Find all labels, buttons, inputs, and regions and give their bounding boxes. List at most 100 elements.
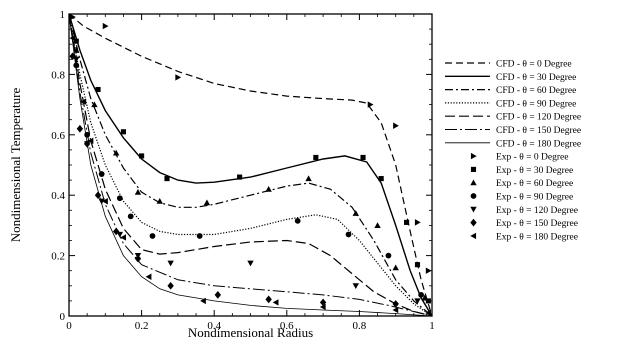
legend-item: Exp - θ = 180 Degree [470,232,578,242]
data-point [265,295,272,304]
series-0 [68,13,433,317]
legend-item: CFD - θ = 150 Degree [445,126,581,136]
data-point [156,198,163,204]
axes: 0 0.2 0.4 0.6 0.8 1 0 0.2 0.4 0.6 0.8 1 [51,9,435,332]
series-7 [70,13,432,274]
x-tick-label: 0.2 [135,320,149,332]
x-tick-label: 0.8 [353,320,367,332]
legend-label: Exp - θ = 150 Degree [496,219,578,229]
data-point [73,38,79,44]
legend-label: Exp - θ = 60 Degree [496,179,573,189]
legend-item: Exp - θ = 150 Degree [470,218,578,229]
legend-label: Exp - θ = 30 Degree [496,166,573,176]
data-point [392,264,399,271]
legend-label: CFD - θ = 90 Degree [496,99,576,109]
legend-label: Exp - θ = 180 Degree [496,232,578,242]
data-point [352,283,359,289]
legend-item: Exp - θ = 90 Degree [470,193,573,203]
data-point [200,297,206,305]
data-point [196,233,203,239]
data-point [73,62,80,69]
y-tick-label: 0.2 [51,251,65,263]
y-axis-title: Nondimensional Temperature [8,88,23,243]
x-tick-label: 1 [429,320,435,332]
series-11 [73,56,421,305]
data-point [352,210,359,216]
data-point [98,198,105,205]
data-point [120,234,127,241]
series-line [68,13,433,317]
x-tick-label: 0.4 [207,320,221,332]
legend-marker-swatch [470,193,477,199]
data-point [87,137,94,145]
legend-marker-swatch [470,166,477,172]
data-point [378,176,384,182]
data-point [112,149,120,156]
legend-marker-swatch [470,179,477,186]
data-point [425,298,431,304]
series-line [68,13,433,317]
data-point [134,254,142,263]
data-point [214,291,222,299]
series-line [68,13,433,317]
data-point [374,222,381,228]
data-point [80,98,87,105]
data-point [418,291,424,298]
series-line [68,13,433,317]
data-point [425,267,432,274]
data-point [360,154,366,161]
legend-label: CFD - θ = 180 Degree [496,139,581,149]
legend-item: CFD - θ = 90 Degree [445,99,576,109]
data-point [76,124,84,133]
data-point [84,131,91,138]
data-point [305,175,312,182]
x-axis-title: Nondimensional Radius [188,325,313,340]
x-tick-label: 0.6 [280,320,294,332]
y-tick-label: 0 [60,311,66,323]
x-tick-label: 0 [66,320,72,332]
data-point [95,86,101,93]
data-point [134,188,142,195]
data-point [102,198,108,205]
data-point [414,219,421,226]
legend-label: Exp - θ = 0 Degree [496,153,568,163]
plot-area [68,13,433,317]
data-point [120,129,127,135]
y-tick-label: 0.8 [51,69,65,81]
legend-item: CFD - θ = 180 Degree [445,139,581,149]
y-tick-label: 1 [60,9,66,21]
data-point [102,22,109,30]
data-point [319,303,326,311]
series-6 [68,13,433,317]
data-point [414,298,421,305]
series-12 [69,52,399,308]
data-point [393,122,399,129]
series-2 [68,13,433,317]
data-point [392,306,399,314]
legend-item: CFD - θ = 0 Degree [445,60,572,70]
legend-item: CFD - θ = 30 Degree [445,73,576,83]
data-point [98,171,105,177]
data-point [149,233,156,239]
data-point [203,199,211,206]
legend: CFD - θ = 0 Degree CFD - θ = 30 Degree CFD… [445,60,581,242]
data-point [175,74,182,81]
data-point [345,231,352,238]
data-point [237,174,243,180]
legend-label: Exp - θ = 120 Degree [496,206,578,216]
data-point [73,47,80,53]
data-point [69,34,76,42]
series-line [68,13,433,317]
series-1 [68,13,433,317]
data-point [94,191,102,200]
y-tick-label: 0.4 [51,190,65,202]
legend-marker-swatch [470,218,477,227]
legend-label: CFD - θ = 60 Degree [496,86,576,96]
legend-label: CFD - θ = 120 Degree [496,113,581,123]
data-point [425,309,431,317]
legend-item: Exp - θ = 30 Degree [470,166,573,176]
data-point [127,213,134,220]
series-13 [69,34,431,317]
legend-item: Exp - θ = 60 Degree [470,179,573,189]
data-point [313,154,319,161]
